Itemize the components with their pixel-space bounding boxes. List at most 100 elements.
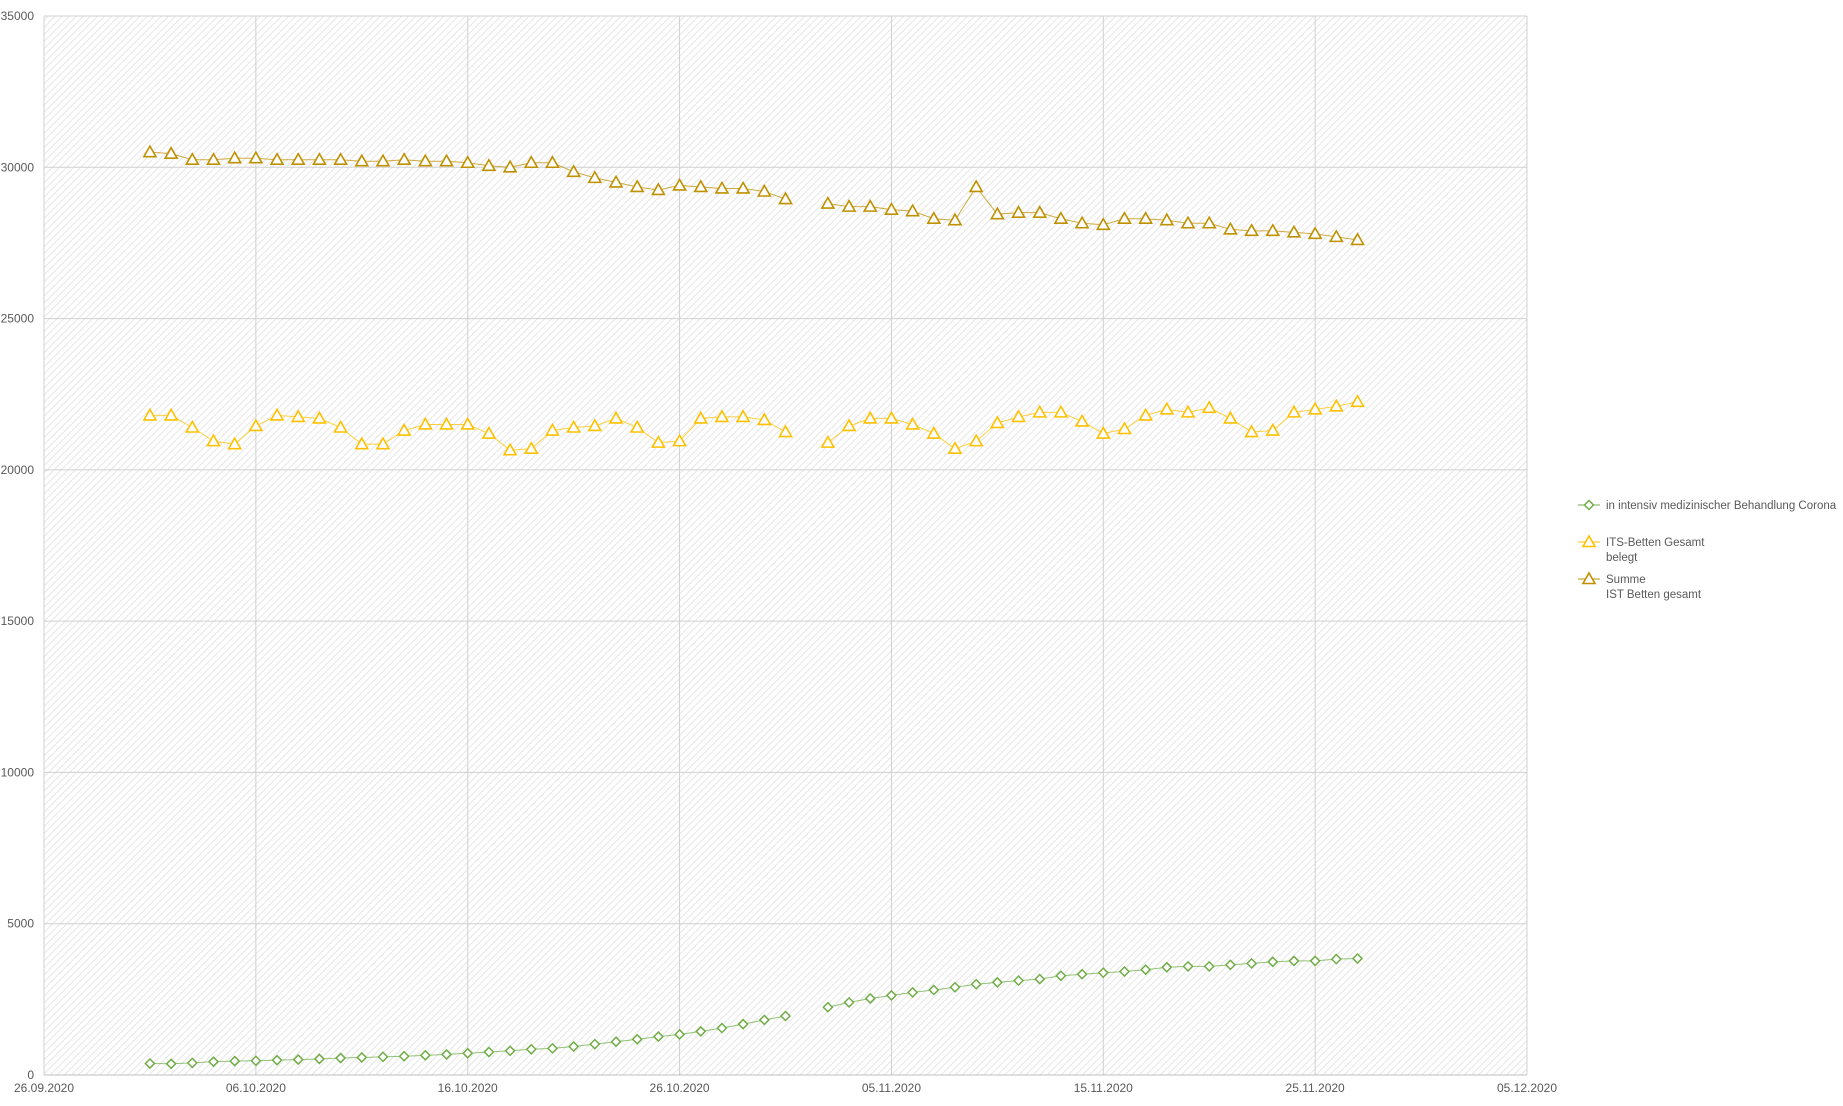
legend-label: ITS-Betten Gesamt [1606,537,1705,549]
data-point [1095,425,1111,439]
data-point [142,144,158,158]
data-point [377,1051,389,1063]
data-point [1074,413,1090,427]
data-point [1286,224,1302,238]
data-point [568,1040,580,1053]
data-point [989,206,1005,220]
data-point [905,416,920,430]
series-3 [142,144,1365,246]
data-point [737,1018,749,1030]
data-point [163,146,179,159]
x-tick-label: 26.09.2020 [14,1081,74,1095]
data-point [947,441,963,454]
legend-marker [1581,534,1597,548]
data-point [756,412,772,426]
data-point [1161,961,1173,973]
data-point [779,1010,792,1022]
series-layer [142,144,1365,1070]
data-point [1351,952,1364,965]
data-point [947,212,963,226]
data-point [1223,410,1238,424]
data-point [714,180,730,194]
data-point [545,155,560,169]
data-point [229,1055,241,1067]
data-point [439,416,454,430]
data-point [926,211,942,225]
data-point [1159,401,1175,415]
data-point [206,433,221,447]
data-point [695,1025,707,1037]
data-point [502,159,518,173]
data-point [991,976,1003,988]
data-point [312,152,327,166]
x-tick-label: 25.11.2020 [1286,1081,1345,1095]
legend-item-3: Summe IST Betten gesamt [1578,571,1702,601]
series-1 [144,952,1364,1070]
data-point [207,1056,220,1068]
data-point [1055,970,1067,982]
data-point [333,419,348,433]
data-point [1118,965,1131,978]
data-point [481,425,497,439]
data-point [396,422,412,436]
data-point [907,986,919,998]
data-point [1032,404,1048,418]
data-point [184,152,200,166]
data-point [1180,404,1196,418]
x-tick-label: 05.12.2020 [1497,1081,1557,1095]
data-point [778,191,793,205]
legend-label: in intensiv medizinischer Behandlung Cor… [1606,500,1837,512]
y-tick-label: 10000 [1,765,35,779]
legend-label: belegt [1606,552,1638,564]
data-point [820,435,836,448]
data-point [672,177,687,191]
data-point [163,407,179,421]
data-point [1074,215,1090,229]
data-point [589,1038,601,1050]
data-point [419,1049,431,1061]
data-point [693,179,709,193]
data-point [1097,967,1109,979]
data-point [1267,956,1279,968]
data-point [820,195,836,209]
data-point [1350,232,1365,246]
data-point [1350,394,1365,408]
data-point [1203,960,1215,972]
data-point [481,158,497,172]
data-point [184,419,200,433]
data-point [1286,404,1302,418]
x-tick-label: 15.11.2020 [1074,1081,1133,1095]
data-point [206,152,221,166]
data-point [313,1053,325,1065]
data-point [1012,975,1025,987]
data-point [652,1031,664,1043]
data-point [841,418,857,432]
data-point [885,989,897,1001]
data-point [227,436,243,450]
data-point [292,1054,304,1066]
data-point [735,180,751,194]
data-point [1076,968,1088,980]
data-point [693,410,709,424]
data-point [1182,960,1194,972]
data-point [672,433,687,447]
data-point [545,422,560,436]
data-point [354,153,370,167]
data-point [504,1045,516,1057]
data-point [949,981,961,993]
data-point [1034,973,1046,985]
data-point [483,1046,495,1058]
data-point [250,1055,262,1067]
data-point [905,203,920,217]
data-point [142,407,158,421]
x-tick-label: 16.10.2020 [438,1081,498,1095]
data-point [1307,226,1323,240]
y-tick-label: 15000 [1,614,35,628]
data-point [843,996,855,1008]
data-point [417,153,433,167]
data-point [758,1014,770,1026]
data-point [335,1052,347,1064]
data-point [460,416,476,430]
